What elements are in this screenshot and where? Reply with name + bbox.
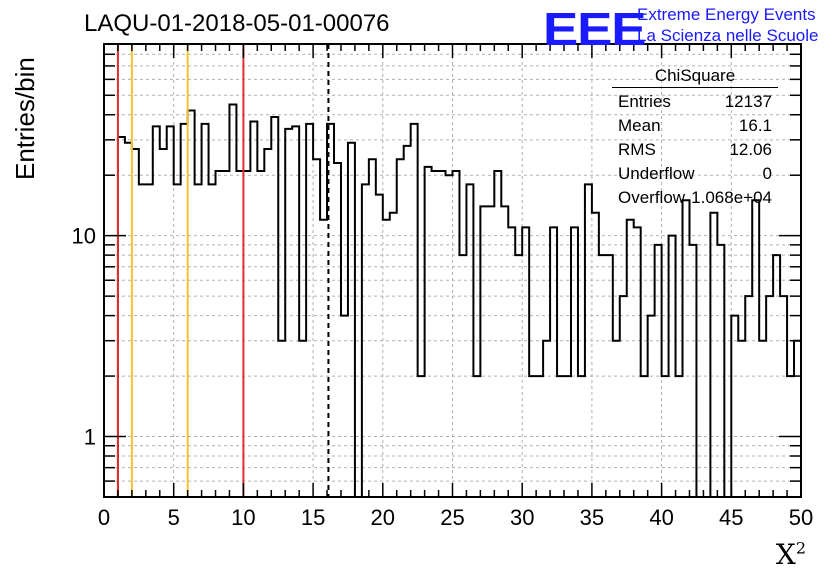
x-tick-label: 40 xyxy=(649,505,673,530)
stats-value: 12.06 xyxy=(729,140,772,159)
x-tick-label: 45 xyxy=(719,505,743,530)
stats-label: Underflow xyxy=(618,164,695,183)
y-tick-label: 1 xyxy=(84,425,96,450)
stats-row: Overflow 1.068e+04 xyxy=(612,186,778,210)
logo-line-2: La Scienza nelle Scuole xyxy=(637,26,819,45)
stats-value: 16.1 xyxy=(738,116,772,135)
eee-logo: EEE xyxy=(543,3,647,55)
x-tick-label: 35 xyxy=(580,505,604,530)
x-tick-label: 0 xyxy=(98,505,110,530)
stats-row: Mean 16.1 xyxy=(612,114,778,138)
logo-caption: Extreme Energy Events La Scienza nelle S… xyxy=(637,4,818,46)
x-tick-label: 50 xyxy=(789,505,813,530)
x-tick-label: 25 xyxy=(440,505,464,530)
stats-label: Entries xyxy=(618,92,671,111)
stats-row: RMS 12.06 xyxy=(612,138,778,162)
x-axis-label-sup: 2 xyxy=(795,538,806,558)
stats-label: Mean xyxy=(618,116,661,135)
x-tick-label: 10 xyxy=(231,505,255,530)
plot-title: LAQU-01-2018-05-01-00076 xyxy=(84,10,390,37)
stats-row: Entries 12137 xyxy=(612,90,778,114)
x-tick-label: 30 xyxy=(510,505,534,530)
stats-value: 12137 xyxy=(724,92,772,111)
stats-value: 1.068e+04 xyxy=(691,188,772,207)
x-tick-label: 15 xyxy=(301,505,325,530)
stats-label: RMS xyxy=(618,140,656,159)
x-axis-label-text: X xyxy=(775,538,796,571)
stats-box-title: ChiSquare xyxy=(612,66,778,88)
stats-value: 0 xyxy=(762,164,772,183)
x-tick-label: 5 xyxy=(168,505,180,530)
stats-label: Overflow xyxy=(618,188,686,207)
stats-row: Underflow 0 xyxy=(612,162,778,186)
logo-line-1: Extreme Energy Events xyxy=(637,5,816,24)
x-tick-label: 20 xyxy=(371,505,395,530)
y-tick-label: 10 xyxy=(72,224,96,249)
stats-box: ChiSquare Entries 12137 Mean 16.1 RMS 12.06… xyxy=(612,66,778,210)
x-axis-label: X2 xyxy=(776,538,806,571)
y-axis-label: Entries/bin xyxy=(10,57,40,180)
